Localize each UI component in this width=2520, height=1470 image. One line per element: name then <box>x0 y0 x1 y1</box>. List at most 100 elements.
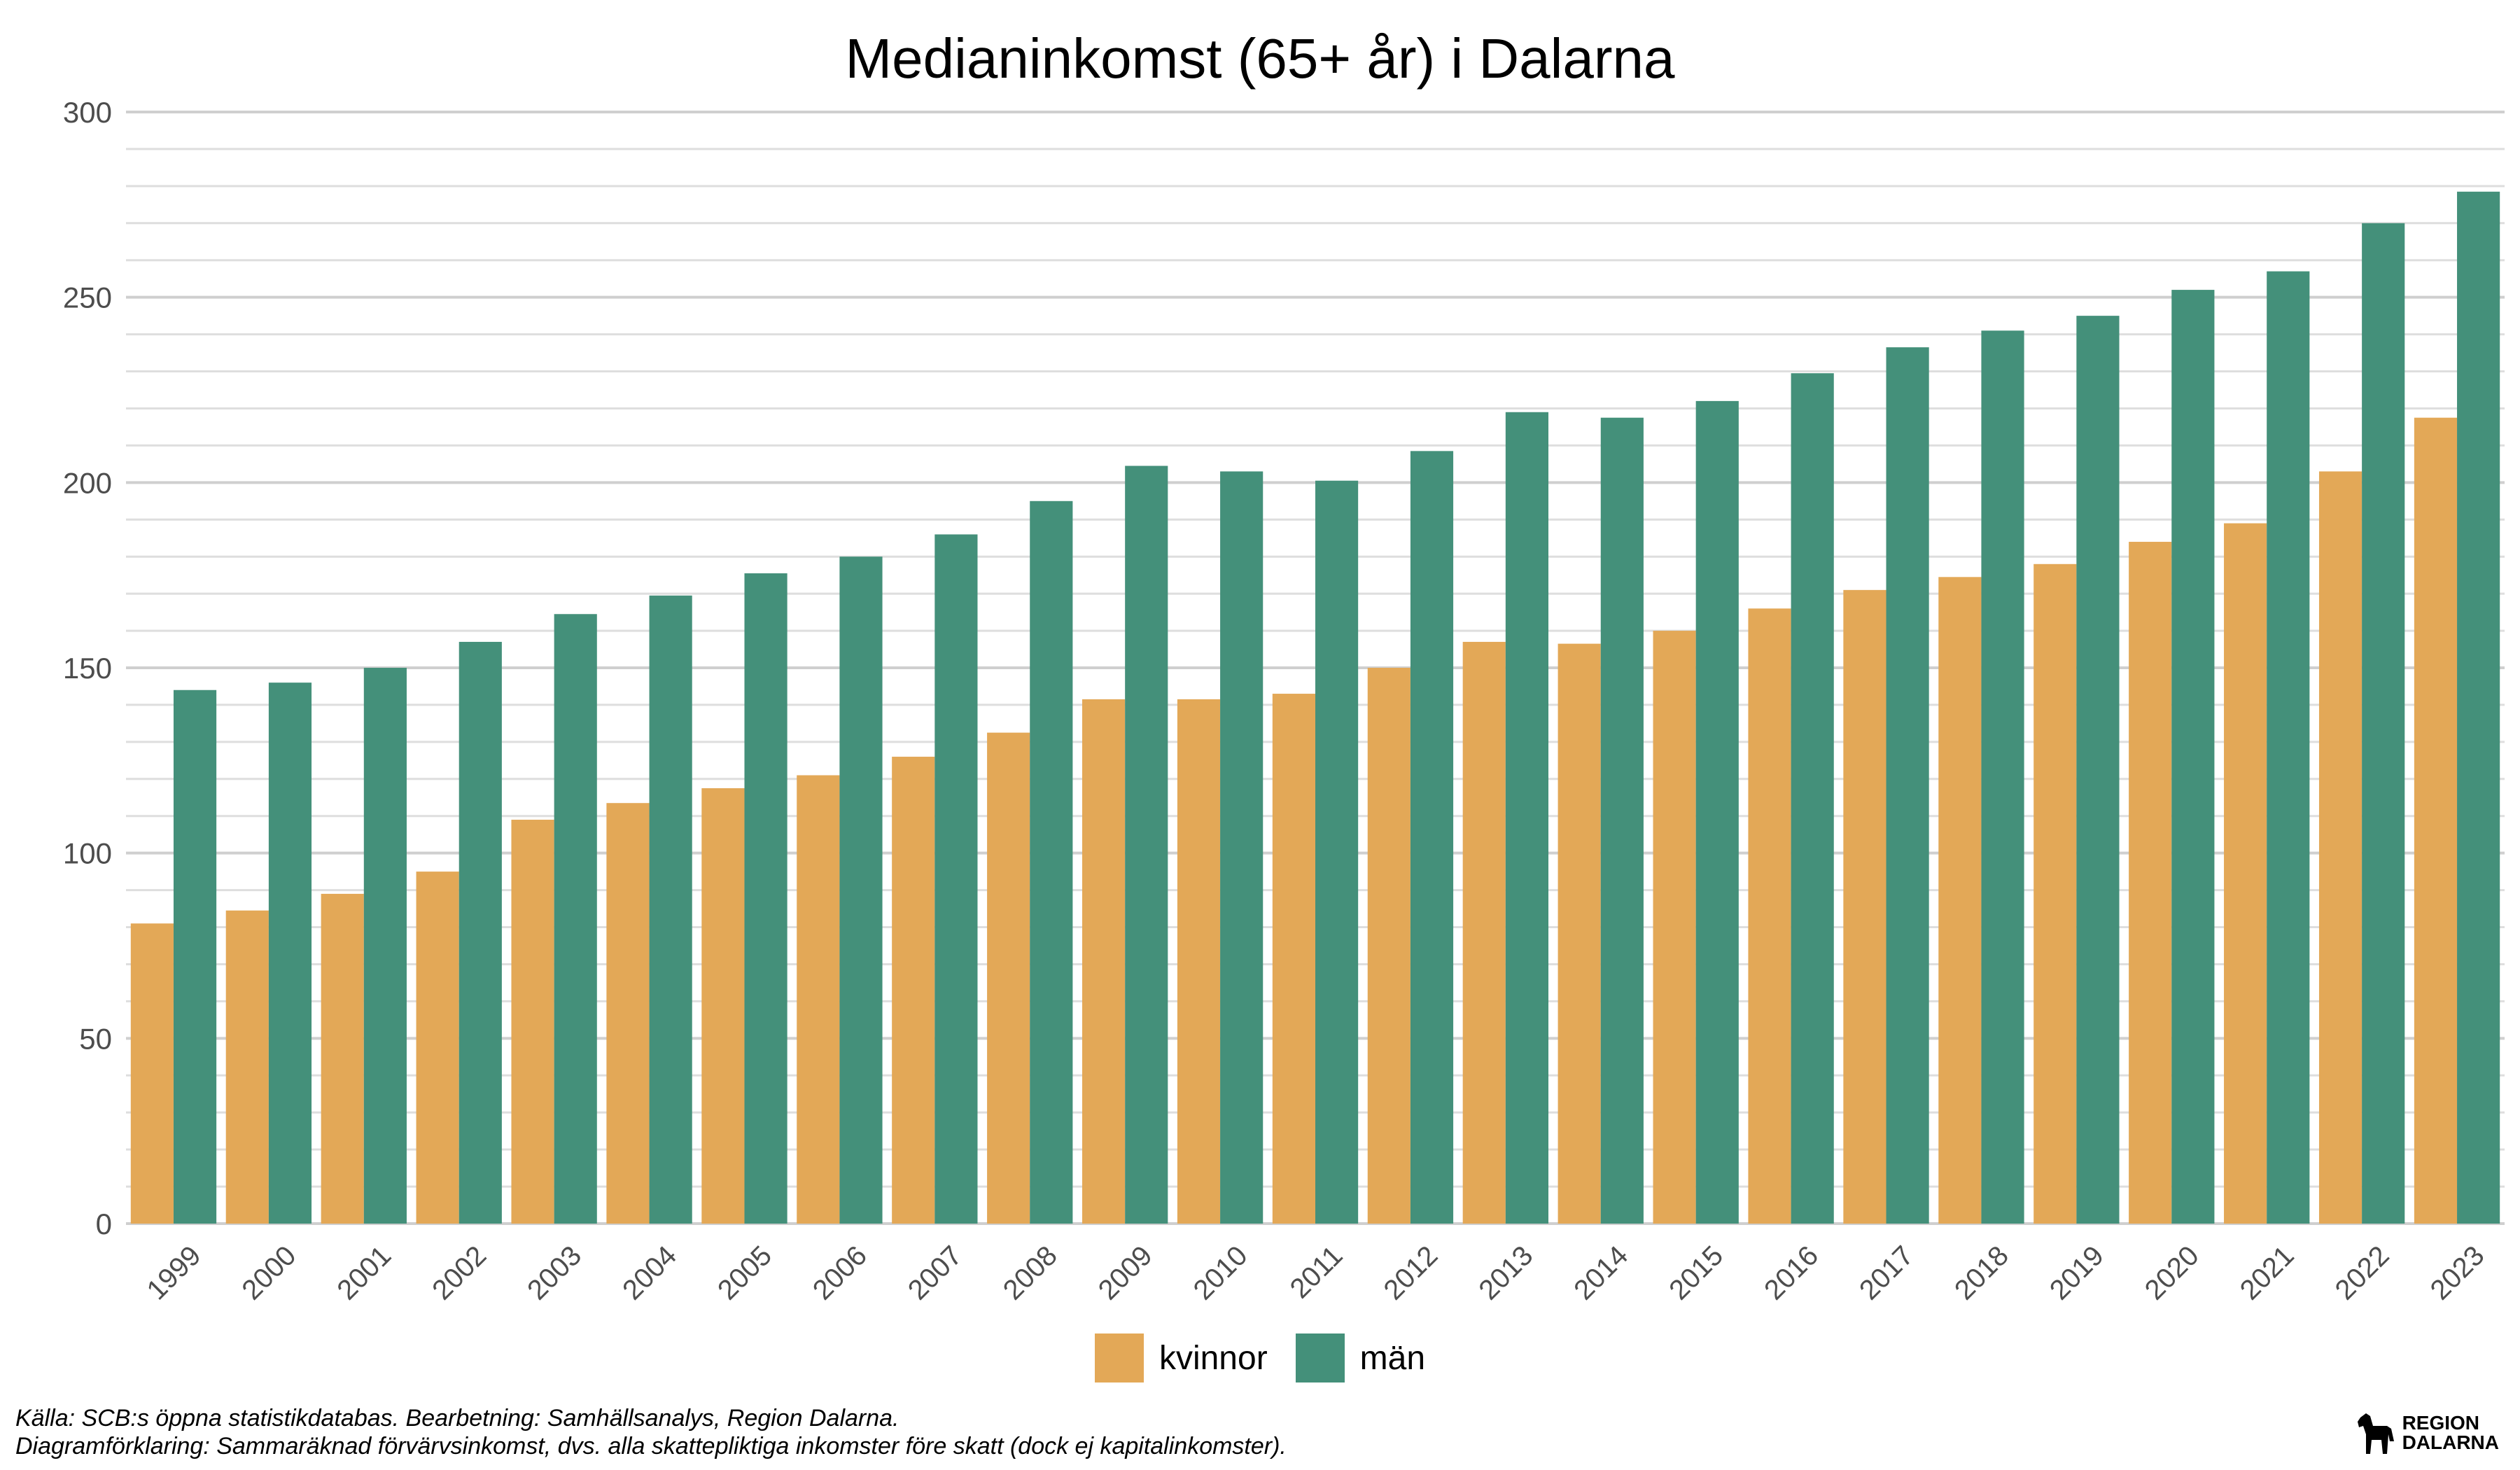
explanation-caption: Diagramförklaring: Sammaräknad förvärvsi… <box>15 1433 1287 1460</box>
x-tick-label: 2023 <box>2425 1240 2491 1306</box>
bar-man-2007 <box>934 534 978 1224</box>
x-tick-label: 2008 <box>997 1240 1063 1306</box>
chart-title: Medianinkomst (65+ år) i Dalarna <box>845 27 1675 90</box>
bar-man-2004 <box>649 595 692 1224</box>
bar-man-2017 <box>1886 347 1929 1224</box>
bar-man-2020 <box>2171 290 2215 1224</box>
bar-man-2022 <box>2362 223 2405 1224</box>
x-axis-ticks: 1999 2000 2001 2002 2003 2004 2005 2006 2007 2008… <box>141 1240 2491 1306</box>
bar-man-2010 <box>1220 471 1264 1224</box>
legend-swatch-man <box>1295 1334 1345 1382</box>
bar-kvinnor-1999 <box>130 923 174 1224</box>
source-caption: Källa: SCB:s öppna statistikdatabas. Bea… <box>15 1405 899 1432</box>
x-tick-label: 2017 <box>1854 1240 1919 1306</box>
logo-line-1: REGION <box>2402 1412 2480 1434</box>
bar-kvinnor-2001 <box>321 893 364 1224</box>
bar-kvinnor-2003 <box>511 820 554 1224</box>
legend-item-kvinnor: kvinnor <box>1094 1334 1268 1382</box>
bar-man-2019 <box>2076 316 2120 1224</box>
x-tick-label: 2014 <box>1568 1240 1634 1306</box>
x-tick-label: 2021 <box>2234 1240 2300 1306</box>
y-tick-label: 250 <box>63 281 112 314</box>
bar-kvinnor-2016 <box>1748 608 1791 1224</box>
y-tick-label: 300 <box>63 96 112 129</box>
bar-kvinnor-2022 <box>2318 471 2362 1224</box>
region-dalarna-logo: REGION DALARNA <box>2356 1410 2499 1455</box>
x-tick-label: 2020 <box>2139 1240 2205 1306</box>
x-tick-label: 2005 <box>712 1240 778 1306</box>
bar-man-2005 <box>744 573 788 1224</box>
bar-man-2015 <box>1695 400 1739 1224</box>
bar-kvinnor-2000 <box>225 910 269 1224</box>
bar-man-2012 <box>1410 451 1454 1224</box>
x-tick-label: 2007 <box>902 1240 968 1306</box>
dala-horse-icon <box>2357 1413 2394 1454</box>
bar-man-2023 <box>2457 191 2500 1224</box>
bar-kvinnor-2010 <box>1177 699 1221 1224</box>
bar-man-2001 <box>363 668 407 1224</box>
bar-man-2014 <box>1600 417 1644 1224</box>
x-tick-label: 2013 <box>1473 1240 1539 1306</box>
bar-man-2011 <box>1315 480 1359 1224</box>
x-tick-label: 2015 <box>1663 1240 1729 1306</box>
bar-kvinnor-2012 <box>1367 668 1410 1224</box>
bar-kvinnor-2009 <box>1082 699 1126 1224</box>
legend-swatch-kvinnor <box>1094 1334 1144 1382</box>
y-tick-label: 150 <box>63 652 112 685</box>
bar-man-2000 <box>268 682 312 1224</box>
x-tick-label: 2010 <box>1188 1240 1254 1306</box>
bars <box>130 191 2500 1224</box>
bar-man-2003 <box>554 614 597 1224</box>
bar-kvinnor-2019 <box>2033 564 2077 1224</box>
y-axis-ticks: 0 50 100 150 200 250 300 <box>63 96 112 1240</box>
bar-kvinnor-2006 <box>797 775 840 1224</box>
legend-label-man: män <box>1359 1339 1426 1377</box>
x-tick-label: 2019 <box>2044 1240 2110 1306</box>
bar-kvinnor-2017 <box>1843 589 1886 1224</box>
bar-man-2006 <box>839 556 883 1224</box>
bar-kvinnor-2014 <box>1558 643 1601 1224</box>
x-tick-label: 2002 <box>426 1240 492 1306</box>
bar-kvinnor-2004 <box>606 803 650 1224</box>
x-tick-label: 2001 <box>331 1240 397 1306</box>
legend-item-man: män <box>1295 1334 1426 1382</box>
y-tick-label: 50 <box>79 1022 112 1055</box>
x-tick-label: 2016 <box>1758 1240 1824 1306</box>
bar-kvinnor-2015 <box>1653 631 1696 1224</box>
bar-man-2009 <box>1125 465 1168 1224</box>
y-tick-label: 0 <box>96 1208 112 1240</box>
x-tick-label: 2009 <box>1093 1240 1158 1306</box>
x-tick-label: 2000 <box>236 1240 302 1306</box>
legend-label-kvinnor: kvinnor <box>1158 1339 1268 1377</box>
bar-man-1999 <box>173 690 217 1224</box>
x-tick-label: 1999 <box>141 1240 207 1306</box>
x-tick-label: 2003 <box>522 1240 587 1306</box>
bar-man-2013 <box>1505 412 1549 1224</box>
bar-kvinnor-2007 <box>892 757 935 1224</box>
x-tick-label: 2018 <box>1949 1240 2015 1306</box>
bar-man-2018 <box>1981 330 2024 1224</box>
bar-kvinnor-2020 <box>2129 542 2172 1224</box>
bar-man-2008 <box>1030 500 1073 1224</box>
legend: kvinnor män <box>0 1334 2520 1382</box>
bar-kvinnor-2005 <box>701 788 745 1224</box>
y-tick-label: 100 <box>63 837 112 870</box>
y-tick-label: 200 <box>63 466 112 499</box>
bar-man-2002 <box>458 641 502 1224</box>
x-tick-label: 2006 <box>807 1240 873 1306</box>
bar-kvinnor-2021 <box>2224 523 2267 1224</box>
bar-man-2016 <box>1791 373 1834 1224</box>
bar-man-2021 <box>2267 271 2310 1224</box>
bar-kvinnor-2023 <box>2414 417 2458 1224</box>
bar-kvinnor-2018 <box>1938 577 1982 1224</box>
x-tick-label: 2022 <box>2330 1240 2395 1306</box>
x-tick-label: 2011 <box>1284 1240 1349 1304</box>
logo-line-2: DALARNA <box>2402 1432 2499 1453</box>
bar-kvinnor-2013 <box>1462 641 1506 1224</box>
x-tick-label: 2004 <box>617 1240 682 1306</box>
bar-kvinnor-2011 <box>1272 694 1315 1224</box>
bar-kvinnor-2002 <box>416 872 459 1224</box>
bar-kvinnor-2008 <box>987 732 1030 1224</box>
x-tick-label: 2012 <box>1378 1240 1443 1306</box>
